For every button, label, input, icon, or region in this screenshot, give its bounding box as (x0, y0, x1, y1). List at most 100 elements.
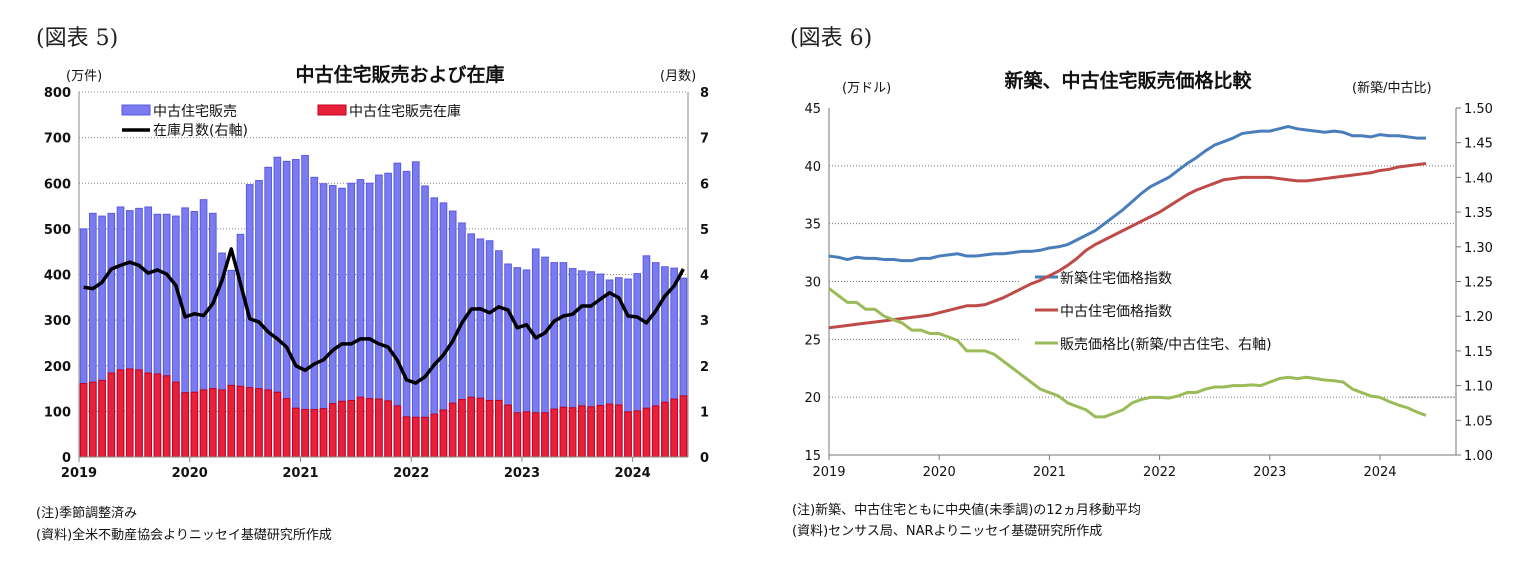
x-tick-label: 2020 (172, 466, 208, 481)
chart1-ylabel: (万件) (66, 69, 102, 84)
y2-tick-label: 0 (700, 451, 709, 466)
inventory-bar (190, 391, 199, 458)
inventory-bar (282, 398, 291, 458)
inventory-bar (522, 411, 531, 458)
y-tick-label: 0 (62, 451, 71, 466)
y2-tick-label: 1.10 (1464, 380, 1493, 395)
inventory-bar (504, 404, 512, 458)
figure-6-label: (図表 6) (790, 26, 873, 51)
inventory-bar (236, 385, 245, 458)
y2-tick-label: 8 (700, 86, 709, 101)
inventory-bar (467, 396, 475, 458)
y-tick-label: 700 (44, 132, 71, 147)
inventory-bar (587, 406, 595, 458)
y2-tick-label: 7 (700, 132, 709, 147)
inventory-bar (292, 407, 300, 458)
legend-inventory-label: 中古住宅販売在庫 (349, 103, 461, 120)
inventory-bar (328, 403, 337, 458)
inventory-bar (411, 416, 420, 458)
y2-tick-label: 1.15 (1464, 345, 1493, 360)
y2-tick-label: 1.45 (1464, 137, 1493, 152)
inventory-bar (476, 397, 485, 458)
inventory-bar (181, 392, 189, 458)
inventory-bar (578, 405, 586, 458)
inventory-bar (125, 368, 134, 458)
inventory-bar (495, 399, 503, 458)
inventory-bar (172, 381, 180, 458)
x-tick-label: 2019 (61, 466, 97, 481)
y2-tick-label: 1.40 (1464, 171, 1493, 186)
chart2-ylabel: (万ドル) (842, 81, 891, 96)
inventory-bar (227, 384, 236, 458)
x-tick-label: 2020 (923, 465, 956, 480)
inventory-bar (568, 407, 577, 458)
inventory-bar (384, 400, 392, 458)
legend-sales-swatch (121, 104, 151, 116)
inventory-bar (319, 408, 328, 458)
y2-tick-label: 5 (700, 223, 709, 238)
legend-label-2: 中古住宅価格指数 (1060, 304, 1172, 320)
figure-6-note: (注)新築、中古住宅ともに中央値(未季調)の12ヵ月移動平均 (792, 503, 1141, 518)
inventory-bar (218, 389, 226, 458)
inventory-bar (541, 412, 549, 458)
y2-tick-label: 1 (700, 405, 709, 420)
y2-tick-label: 1.50 (1464, 102, 1493, 117)
inventory-bar (162, 375, 171, 458)
sales-bar (421, 185, 429, 458)
x-tick-label: 2019 (812, 465, 845, 480)
chart2-title: 新築、中古住宅販売価格比較 (1004, 69, 1252, 92)
inventory-bar (402, 416, 411, 458)
inventory-bar (356, 396, 365, 458)
figure-6-source: (資料)センサス局、NARよりニッセイ基礎研究所作成 (792, 524, 1103, 539)
y-tick-label: 35 (804, 218, 821, 233)
inventory-bar (245, 387, 254, 458)
inventory-bar (98, 379, 106, 458)
inventory-bar (421, 416, 429, 458)
inventory-bar (338, 400, 346, 458)
chart2-y2label: (新築/中古比) (1352, 80, 1432, 96)
inventory-bar (531, 412, 540, 458)
x-tick-label: 2024 (1363, 465, 1396, 480)
sales-bar (411, 161, 420, 458)
inventory-bar (485, 399, 494, 458)
y-tick-label: 45 (804, 102, 821, 117)
y-tick-label: 20 (804, 391, 821, 406)
inventory-bar (208, 388, 217, 458)
x-tick-label: 2023 (504, 466, 540, 481)
inventory-bar (79, 383, 88, 458)
chart1-y2label: (月数) (660, 69, 696, 84)
inventory-bar (365, 398, 374, 458)
inventory-bar (116, 369, 125, 458)
inventory-bar (273, 391, 282, 458)
inventory-bar (448, 402, 457, 458)
inventory-bar (135, 369, 143, 458)
y-tick-label: 600 (44, 177, 71, 192)
figure-5-source: (資料)全米不動産協会よりニッセイ基礎研究所作成 (36, 528, 332, 543)
y-tick-label: 800 (44, 86, 71, 101)
y-tick-label: 30 (804, 276, 821, 291)
y2-tick-label: 6 (700, 177, 709, 192)
y2-tick-label: 1.00 (1464, 449, 1493, 464)
inventory-bar (255, 388, 263, 458)
y2-tick-label: 4 (700, 269, 709, 284)
y-tick-label: 15 (804, 449, 821, 464)
series-line-1 (828, 125, 1426, 263)
y2-tick-label: 1.20 (1464, 310, 1493, 325)
y2-tick-label: 2 (700, 360, 709, 375)
chart1-title: 中古住宅販売および在庫 (295, 63, 504, 86)
y2-tick-label: 1.05 (1464, 414, 1493, 429)
legend-months-label: 在庫月数(右軸) (153, 122, 248, 139)
inventory-bar (642, 407, 651, 458)
inventory-bar (670, 398, 678, 458)
inventory-bar (439, 409, 448, 458)
inventory-bar (458, 399, 466, 458)
x-tick-label: 2024 (615, 466, 651, 481)
y-tick-label: 400 (44, 269, 71, 284)
y2-tick-label: 1.25 (1464, 276, 1493, 291)
y-tick-label: 25 (804, 333, 821, 348)
inventory-bar (651, 405, 660, 458)
y-tick-label: 500 (44, 223, 71, 238)
inventory-bar (559, 406, 568, 458)
sales-bar (402, 170, 411, 458)
